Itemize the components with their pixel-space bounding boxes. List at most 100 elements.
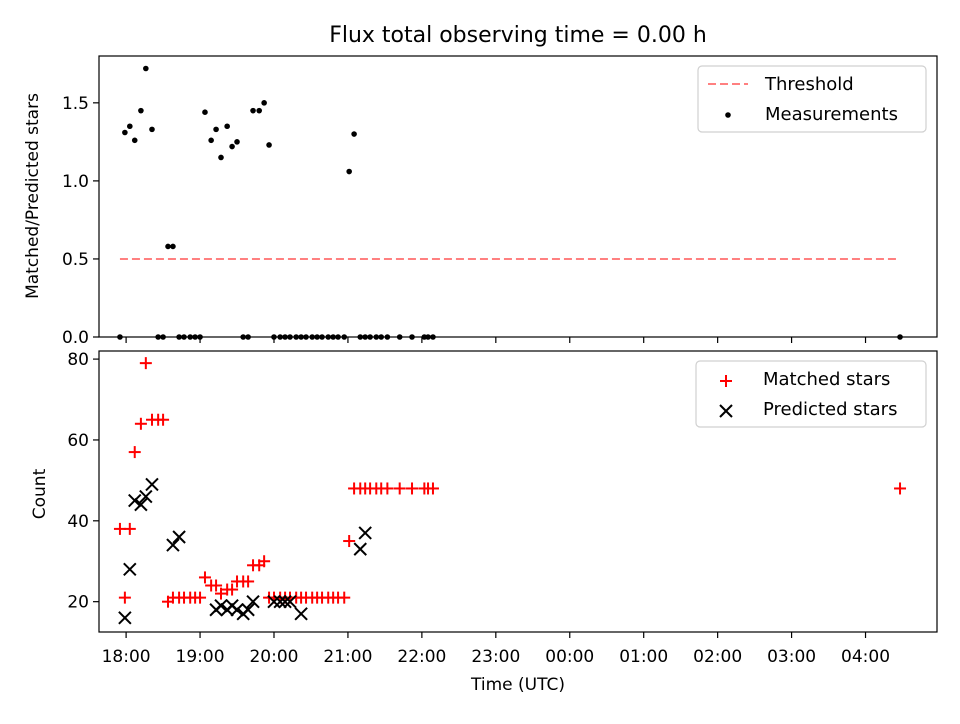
predicted-star-point bbox=[123, 562, 137, 577]
predicted-marker-b bbox=[267, 594, 281, 609]
top-x-ticks bbox=[125, 337, 867, 343]
bottom-plot-area bbox=[113, 357, 907, 625]
legend-predicted-swatch bbox=[719, 404, 733, 418]
measurement-point bbox=[170, 243, 176, 250]
predicted-marker-b bbox=[283, 594, 297, 609]
predicted-star-point bbox=[353, 542, 367, 556]
measurement-point bbox=[346, 168, 352, 175]
measurement-point bbox=[229, 143, 235, 150]
predicted-marker-b bbox=[134, 497, 148, 512]
measurement-point bbox=[138, 107, 144, 114]
measurement-point bbox=[127, 123, 133, 130]
x-tick-label: 19:00 bbox=[176, 647, 225, 667]
x-tick-label: 04:00 bbox=[841, 647, 890, 667]
bottom-y-tick-label: 20 bbox=[67, 593, 89, 613]
measurement-point bbox=[351, 131, 357, 137]
measurement-point bbox=[266, 142, 272, 148]
predicted-marker-b bbox=[166, 538, 180, 552]
x-tick-label: 21:00 bbox=[323, 647, 372, 667]
x-tick-label: 23:00 bbox=[471, 647, 520, 667]
top-legend-box bbox=[697, 65, 927, 133]
matched-star-point bbox=[210, 579, 223, 592]
matched-star-point bbox=[194, 591, 207, 604]
measurement-point bbox=[165, 243, 171, 250]
measurement-point bbox=[218, 154, 224, 161]
top-y-axis-label: Matched/Predicted stars bbox=[23, 93, 43, 299]
bottom-legend-box bbox=[695, 360, 927, 428]
predicted-star-point bbox=[214, 599, 228, 613]
chart-title: Flux total observing time = 0.00 h bbox=[329, 23, 707, 48]
predicted-star-point bbox=[128, 493, 142, 508]
legend-predicted-label: Predicted stars bbox=[763, 399, 897, 420]
measurement-point bbox=[256, 107, 263, 114]
bottom-y-axis-label: Count bbox=[30, 468, 50, 519]
legend-matched-label: Matched stars bbox=[763, 369, 890, 390]
bottom-axes-frame bbox=[98, 350, 938, 633]
predicted-star-point bbox=[134, 497, 148, 512]
matched-star-point bbox=[128, 446, 141, 459]
top-legend: Threshold Measurements bbox=[697, 65, 927, 133]
predicted-star-point bbox=[278, 594, 292, 609]
top-axes-frame bbox=[98, 55, 938, 338]
bottom-chart: Count Time (UTC) 20 40 60 80 18:00 19:00 20:0… bbox=[30, 350, 938, 695]
bottom-y-tick-label: 60 bbox=[67, 431, 89, 451]
top-y-ticks: 0.0 0.5 1.0 1.5 bbox=[62, 94, 99, 348]
top-y-tick-label: 1.0 bbox=[62, 172, 89, 192]
predicted-marker-b bbox=[241, 603, 255, 617]
bottom-y-ticks: 20 40 60 80 bbox=[67, 350, 99, 613]
matched-star-point bbox=[343, 535, 356, 548]
predicted-star-point bbox=[145, 477, 159, 492]
matched-star-point bbox=[118, 591, 131, 604]
predicted-marker-b bbox=[353, 542, 367, 556]
top-chart: Flux total observing time = 0.00 h Match… bbox=[23, 23, 938, 348]
legend-threshold-label: Threshold bbox=[764, 74, 854, 95]
matched-star-point bbox=[426, 482, 439, 495]
top-y-tick-label: 1.5 bbox=[62, 94, 89, 114]
matched-star-point bbox=[134, 417, 147, 430]
x-tick-label: 02:00 bbox=[693, 647, 742, 667]
bottom-x-ticks: 18:00 19:00 20:00 21:00 22:00 23:00 00:00 01:00… bbox=[102, 632, 890, 667]
predicted-star-point bbox=[273, 594, 287, 609]
measurement-point bbox=[261, 100, 267, 106]
predicted-star-point bbox=[166, 538, 180, 552]
predicted-star-point bbox=[241, 603, 255, 617]
bottom-y-tick-label: 80 bbox=[67, 350, 89, 370]
matched-star-point bbox=[157, 413, 170, 426]
matched-star-point bbox=[242, 575, 255, 588]
matched-star-point bbox=[123, 522, 136, 535]
top-y-tick-label: 0.5 bbox=[62, 250, 89, 270]
predicted-star-point bbox=[118, 611, 132, 625]
predicted-marker-b bbox=[145, 477, 159, 492]
predicted-marker-b bbox=[139, 489, 153, 504]
predicted-star-point bbox=[358, 526, 372, 540]
predicted-star-point bbox=[294, 607, 308, 621]
bottom-y-tick-label: 40 bbox=[67, 512, 89, 532]
x-tick-label: 03:00 bbox=[767, 647, 816, 667]
predicted-marker-b bbox=[278, 594, 292, 609]
measurement-point bbox=[143, 65, 149, 72]
predicted-marker-b bbox=[358, 526, 372, 540]
predicted-marker-b bbox=[246, 594, 260, 609]
x-tick-label: 00:00 bbox=[545, 647, 594, 667]
matched-star-point bbox=[406, 482, 419, 495]
top-y-tick-label: 0.0 bbox=[62, 328, 89, 348]
matched-star-point bbox=[139, 357, 152, 370]
bottom-legend: Matched stars Predicted stars bbox=[695, 360, 927, 428]
matched-star-point bbox=[226, 583, 239, 596]
measurement-point bbox=[202, 109, 208, 115]
measurement-point bbox=[122, 129, 128, 136]
legend-measurements-label: Measurements bbox=[765, 104, 898, 125]
predicted-star-point bbox=[230, 603, 244, 617]
measurement-point bbox=[224, 123, 230, 130]
predicted-marker-b bbox=[273, 594, 287, 609]
predicted-star-point bbox=[246, 594, 260, 609]
measurement-point bbox=[213, 126, 219, 133]
predicted-star-point bbox=[267, 594, 281, 609]
matched-star-point bbox=[381, 482, 394, 495]
predicted-star-point bbox=[283, 594, 297, 609]
predicted-marker-b bbox=[128, 493, 142, 508]
legend-matched-swatch bbox=[720, 375, 732, 387]
predicted-marker-b bbox=[214, 599, 228, 613]
matched-star-point bbox=[393, 482, 406, 495]
